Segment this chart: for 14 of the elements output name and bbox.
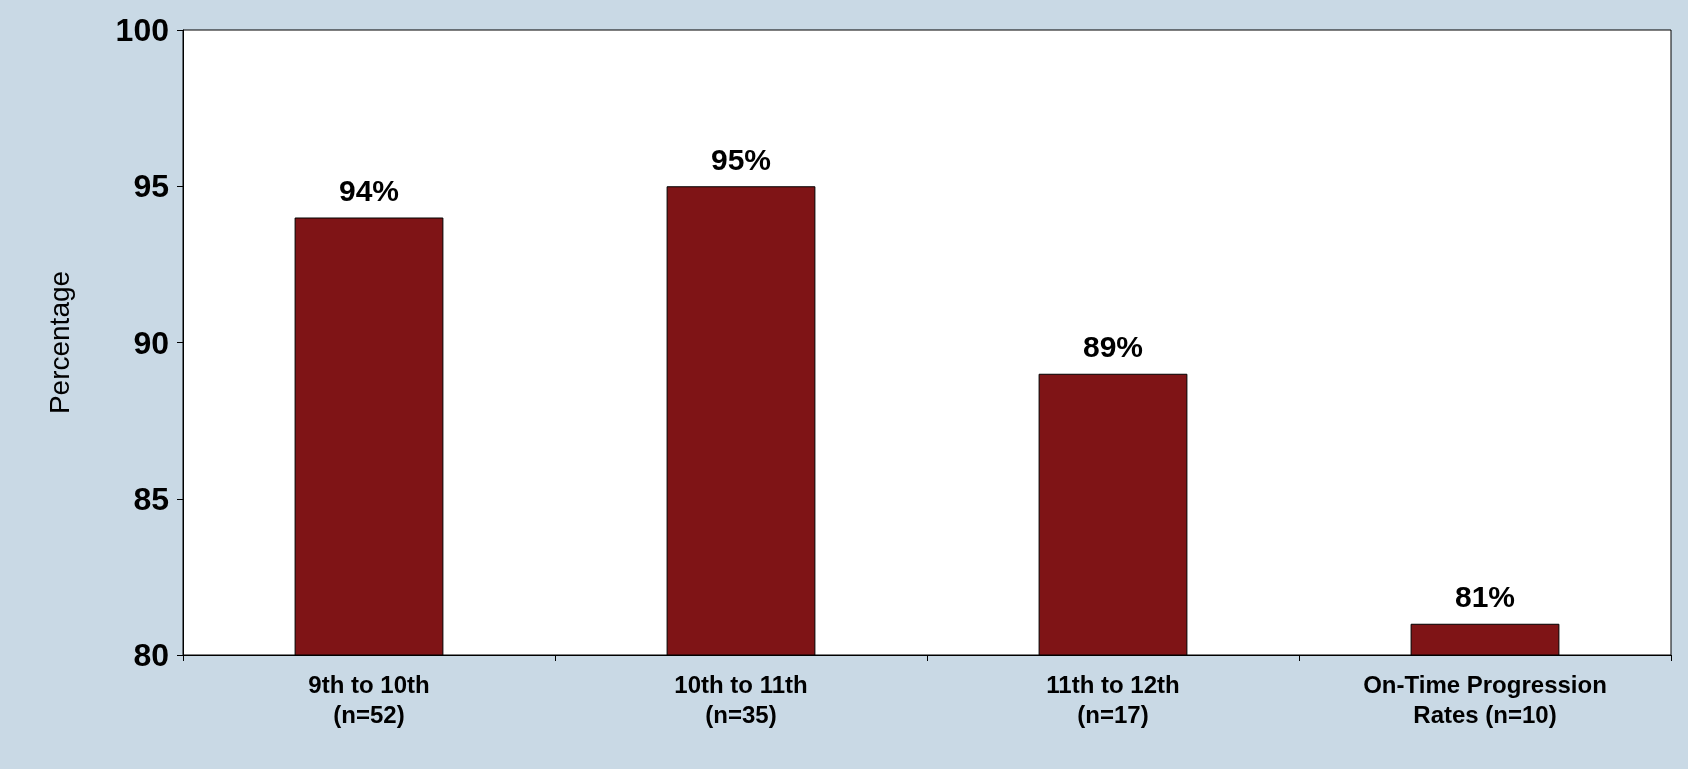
y-tick-label: 95: [133, 168, 169, 205]
y-tick-label: 85: [133, 480, 169, 517]
x-tick-label: 9th to 10th (n=52): [308, 670, 430, 728]
data-label: 81%: [1454, 580, 1516, 614]
x-tick-label: 10th to 11th (n=35): [674, 670, 808, 728]
data-label: 95%: [710, 142, 772, 176]
data-label: 89%: [1082, 330, 1144, 364]
x-tick-label: 11th to 12th (n=17): [1046, 670, 1180, 728]
y-tick-label: 80: [133, 637, 169, 673]
x-tick-label: On-Time Progression Rates (n=10): [1363, 670, 1607, 728]
y-axis-title: Percentage: [43, 270, 75, 415]
y-tick-label: 100: [115, 12, 169, 48]
data-label: 94%: [338, 174, 400, 207]
y-tick-label: 90: [133, 324, 169, 361]
